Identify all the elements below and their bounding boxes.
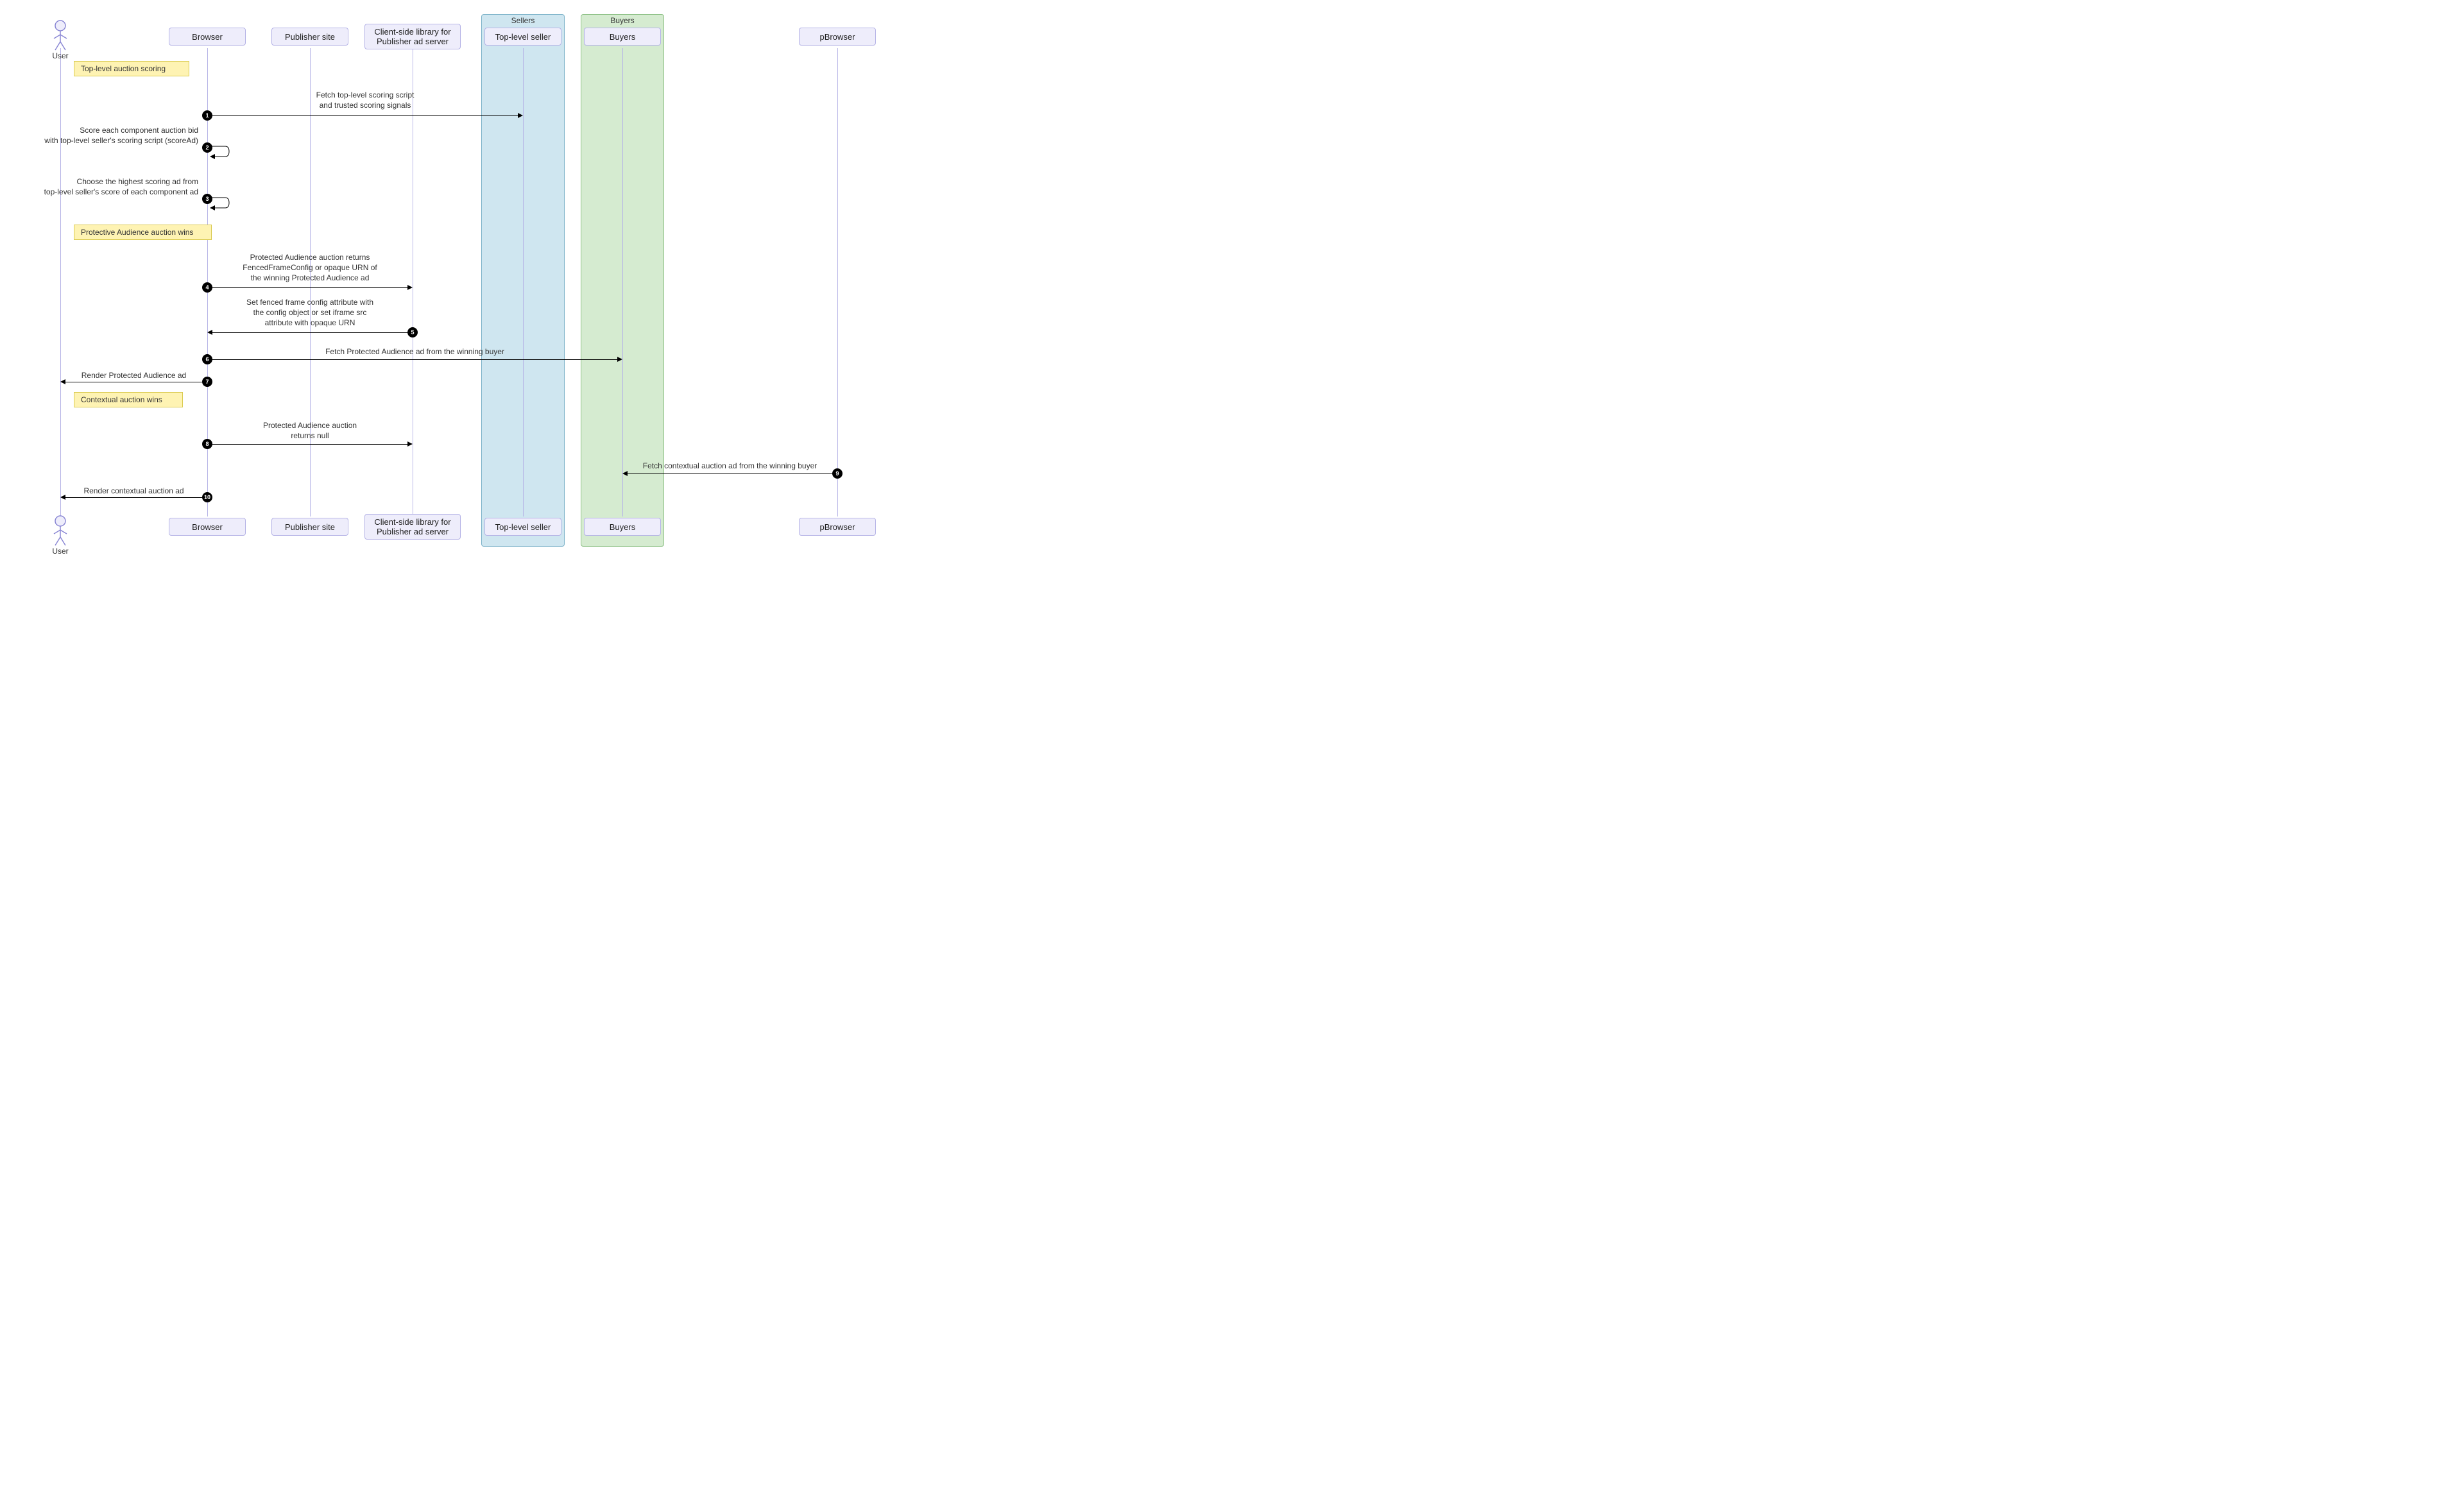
actor-publisher-top: Publisher site — [271, 28, 348, 46]
step-8-line — [209, 444, 411, 445]
step-6-badge: 6 — [202, 354, 212, 364]
actor-topseller-bottom: Top-level seller — [484, 518, 561, 536]
step-2-loop — [209, 144, 232, 163]
actor-user-top-label: User — [41, 51, 80, 60]
note-pa_wins: Protective Audience auction wins — [74, 225, 212, 240]
step-5-label: Set fenced frame config attribute with t… — [194, 297, 425, 329]
step-2-label: Score each component auction bid with to… — [21, 125, 198, 146]
lifeline-pbrowser — [837, 48, 838, 516]
lifeline-user — [60, 48, 61, 516]
step-6-arrowhead — [617, 357, 622, 362]
actor-browser-top: Browser — [169, 28, 246, 46]
step-4-line — [209, 287, 411, 288]
step-1-arrowhead — [518, 113, 523, 118]
actor-pbrowser-top: pBrowser — [799, 28, 876, 46]
lifeline-topseller — [523, 48, 524, 516]
actor-publisher-bottom: Publisher site — [271, 518, 348, 536]
step-9-label: Fetch contextual auction ad from the win… — [615, 461, 846, 471]
step-4-arrowhead — [407, 285, 413, 290]
group-buyers-label: Buyers — [581, 16, 663, 25]
step-1-label: Fetch top-level scoring script and trust… — [250, 90, 481, 110]
actor-pbrowser-bottom: pBrowser — [799, 518, 876, 536]
step-5-line — [209, 332, 411, 333]
sequence-diagram: Sellers Buyers User User Browser Browser Publi… — [0, 0, 986, 601]
step-8-label: Protected Audience auction returns null — [194, 420, 425, 441]
actor-clientlib-bottom: Client-side library for Publisher ad ser… — [364, 514, 461, 540]
step-7-label: Render Protected Audience ad — [19, 370, 250, 380]
note-scoring: Top-level auction scoring — [74, 61, 189, 76]
step-4-badge: 4 — [202, 282, 212, 293]
step-3-label: Choose the highest scoring ad from top-l… — [21, 176, 198, 197]
actor-clientlib-top: Client-side library for Publisher ad ser… — [364, 24, 461, 49]
actor-browser-bottom: Browser — [169, 518, 246, 536]
step-10-label: Render contextual auction ad — [19, 486, 250, 496]
step-6-label: Fetch Protected Audience ad from the win… — [300, 346, 531, 357]
step-8-arrowhead — [407, 441, 413, 447]
actor-topseller-top: Top-level seller — [484, 28, 561, 46]
step-5-badge: 5 — [407, 327, 418, 337]
step-9-arrowhead — [622, 471, 628, 476]
step-6-line — [209, 359, 621, 360]
actor-buyers_actor-top: Buyers — [584, 28, 661, 46]
actor-buyers_actor-bottom: Buyers — [584, 518, 661, 536]
actor-user-bottom-label: User — [41, 547, 80, 556]
note-ctx_wins: Contextual auction wins — [74, 392, 183, 407]
step-3-loop — [209, 195, 232, 214]
actor-user-top-icon — [51, 19, 70, 51]
actor-user-bottom-icon — [51, 515, 70, 547]
group-sellers-label: Sellers — [482, 16, 564, 25]
lifeline-buyers_actor — [622, 48, 623, 516]
step-5-arrowhead — [207, 330, 212, 335]
step-10-line — [62, 497, 206, 498]
step-4-label: Protected Audience auction returns Fence… — [194, 252, 425, 284]
step-1-line — [209, 115, 522, 116]
step-1-badge: 1 — [202, 110, 212, 121]
